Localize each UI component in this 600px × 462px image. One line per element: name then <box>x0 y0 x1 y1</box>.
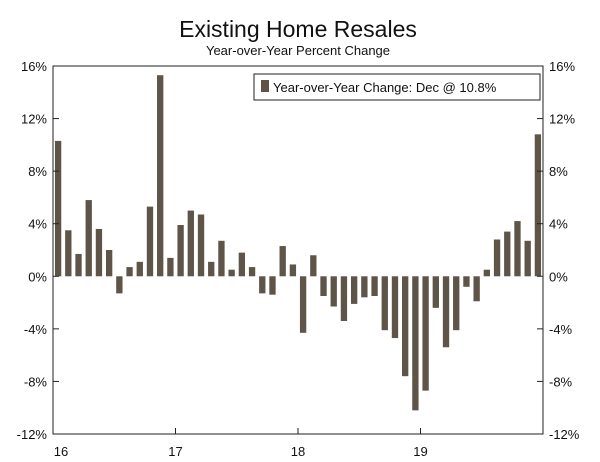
bar <box>330 276 337 307</box>
bar <box>473 276 480 302</box>
bar <box>514 221 521 277</box>
bar <box>238 252 246 277</box>
y-tick-label-right: 16% <box>549 59 575 74</box>
bar <box>442 276 450 348</box>
x-axis-ticks: 16 17 18 19 <box>52 428 428 459</box>
bar <box>412 276 419 411</box>
y-tick-label-left: -4% <box>24 322 48 337</box>
bar <box>218 240 225 277</box>
x-tick-label: 19 <box>413 444 427 459</box>
y-tick-label-left: 12% <box>21 112 47 127</box>
y-tick-label-right: -4% <box>549 322 573 337</box>
bar <box>228 269 235 277</box>
bar <box>371 276 378 296</box>
bar <box>105 250 113 277</box>
y-tick-label-left: 8% <box>28 164 47 179</box>
x-tick-label: 17 <box>168 444 182 459</box>
legend-box <box>253 73 541 101</box>
bar <box>259 276 266 294</box>
bar <box>361 276 368 298</box>
bar <box>95 228 103 277</box>
bar <box>391 276 399 339</box>
legend-label: Year-over-Year Change: Dec @ 10.8% <box>273 80 497 95</box>
plot-frame <box>52 65 544 435</box>
bar <box>453 276 460 331</box>
bar <box>279 246 286 277</box>
y-tick-label-right: -8% <box>549 374 573 389</box>
bar <box>340 276 348 321</box>
y-tick-label-left: 16% <box>21 59 47 74</box>
bar <box>177 225 184 277</box>
bar <box>197 214 205 277</box>
bar <box>422 276 429 391</box>
bar <box>269 276 276 295</box>
y-tick-label-right: 4% <box>549 217 568 232</box>
bar <box>146 206 154 277</box>
legend-swatch <box>261 80 269 92</box>
bar <box>350 276 358 304</box>
chart-subtitle: Year-over-Year Percent Change <box>206 43 390 58</box>
y-tick-label-left: 4% <box>28 217 47 232</box>
bar <box>85 200 92 277</box>
bars-group <box>54 75 542 411</box>
bar <box>167 257 174 277</box>
bar <box>65 230 72 277</box>
bar <box>157 75 164 277</box>
bar <box>493 239 501 277</box>
bar <box>136 261 143 277</box>
bar <box>116 276 123 294</box>
y-tick-label-right: 0% <box>549 269 568 284</box>
bar <box>289 264 297 277</box>
y-tick-label-left: -12% <box>17 427 48 442</box>
bar <box>54 140 62 277</box>
chart-title: Existing Home Resales <box>179 16 417 42</box>
bar <box>75 253 82 277</box>
y-tick-label-left: -8% <box>24 374 48 389</box>
y-tick-label-right: 12% <box>549 112 575 127</box>
y-tick-label-right: 8% <box>549 164 568 179</box>
bar <box>483 269 491 277</box>
y-tick-label-left: 0% <box>28 269 47 284</box>
bar <box>534 134 542 277</box>
bar <box>320 276 327 296</box>
bar <box>248 267 256 277</box>
bar <box>381 276 388 331</box>
bar <box>299 276 307 333</box>
bar <box>310 255 317 277</box>
bar <box>432 276 439 308</box>
y-tick-label-right: -12% <box>549 427 580 442</box>
bar <box>402 276 409 377</box>
bar <box>126 267 133 277</box>
bar <box>463 276 470 287</box>
legend: Year-over-Year Change: Dec @ 10.8% <box>253 73 541 101</box>
bar <box>504 231 511 277</box>
x-tick-label: 18 <box>291 444 305 459</box>
x-tick-label: 16 <box>54 444 68 459</box>
bar <box>187 210 194 277</box>
y-axis-ticks: 16% 16% 12% 12% 8% 8% 4% 4% 0% 0% -4% -4% -8% -8% -12%… <box>17 59 580 442</box>
bar <box>524 240 531 277</box>
bar <box>208 261 215 277</box>
